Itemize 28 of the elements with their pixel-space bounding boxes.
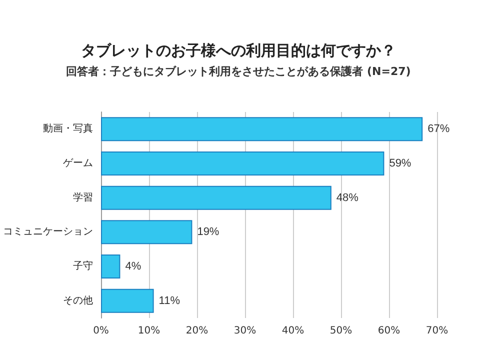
chart-title: タブレットのお子様への利用目的は何ですか？ [81,42,396,60]
data-label: 67% [428,123,450,136]
bar [101,117,423,142]
data-label: 59% [389,158,412,170]
x-tick-label: 30% [234,326,256,336]
bar [101,151,384,176]
y-tick-label: コミュニケーション [3,226,93,238]
data-label: 48% [336,192,359,204]
bar [101,186,332,210]
chart-subtitle: 回答者：子どもにタブレット利用をさせたことがある保護者 (N=27) [66,65,411,78]
x-tick-label: 70% [426,326,448,336]
data-label: 11% [158,294,180,307]
x-tick-label: 20% [186,326,208,336]
data-label: 19% [197,226,220,238]
x-tick-label: 60% [378,326,400,336]
y-tick-label: 動画・写真 [43,122,93,135]
x-tick-label: 50% [330,326,352,336]
x-tick-label: 40% [282,326,304,336]
bar [101,220,192,244]
bar [101,288,154,313]
y-tick-label: ゲーム [63,158,93,169]
y-tick-label: 子守 [73,260,93,272]
bar [101,254,120,279]
y-tick-label: その他 [63,294,93,306]
data-label: 4% [125,260,142,272]
y-tick-label: 学習 [73,191,93,204]
x-tick-label: 0% [93,326,109,336]
x-tick-label: 10% [138,326,160,336]
